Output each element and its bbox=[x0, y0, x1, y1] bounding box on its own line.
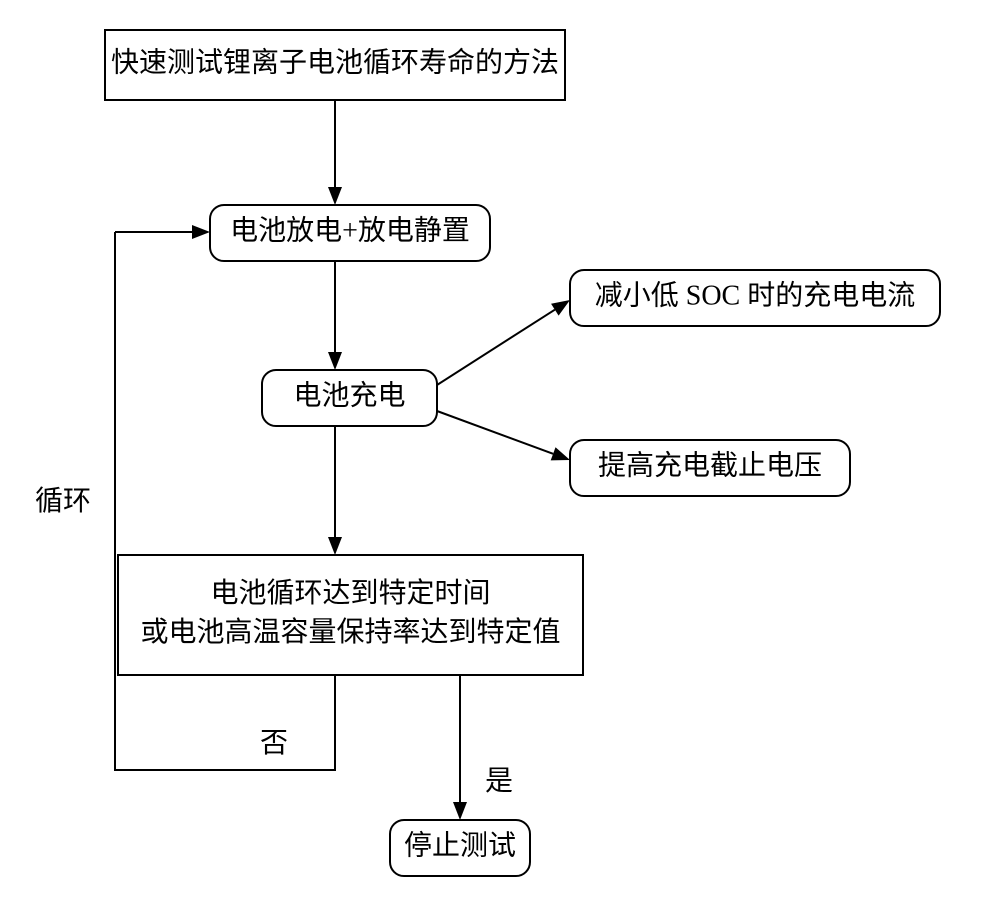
label-loop: 循环 bbox=[35, 485, 91, 517]
node-decision: 电池循环达到特定时间或电池高温容量保持率达到特定值 bbox=[118, 555, 583, 675]
node-text-title-0: 快速测试锂离子电池循环寿命的方法 bbox=[111, 46, 559, 78]
node-text-charge-0: 电池充电 bbox=[293, 379, 405, 411]
arrowhead bbox=[328, 187, 342, 205]
arrowhead bbox=[328, 537, 342, 555]
node-text-decision-1: 或电池高温容量保持率达到特定值 bbox=[140, 616, 560, 648]
node-stop: 停止测试 bbox=[390, 820, 530, 876]
node-text-sideB-0: 提高充电截止电压 bbox=[598, 449, 822, 481]
arrowhead bbox=[551, 300, 570, 316]
edge-5 bbox=[437, 411, 553, 454]
arrowhead bbox=[192, 225, 210, 239]
arrowhead bbox=[453, 802, 467, 820]
label-no: 否 bbox=[260, 728, 288, 759]
arrowhead bbox=[328, 352, 342, 370]
node-sideA: 减小低 SOC 时的充电电流 bbox=[570, 270, 940, 326]
node-discharge: 电池放电+放电静置 bbox=[210, 205, 490, 261]
node-title: 快速测试锂离子电池循环寿命的方法 bbox=[105, 30, 565, 100]
node-text-discharge-0: 电池放电+放电静置 bbox=[230, 214, 470, 246]
edge-7 bbox=[115, 232, 335, 770]
node-text-stop-0: 停止测试 bbox=[404, 829, 516, 861]
edge-4 bbox=[437, 310, 555, 385]
arrowhead bbox=[551, 447, 570, 460]
node-rect-decision bbox=[118, 555, 583, 675]
node-charge: 电池充电 bbox=[262, 370, 437, 426]
node-text-decision-0: 电池循环达到特定时间 bbox=[210, 577, 490, 609]
node-sideB: 提高充电截止电压 bbox=[570, 440, 850, 496]
label-yes: 是 bbox=[485, 766, 513, 797]
node-text-sideA-0: 减小低 SOC 时的充电电流 bbox=[595, 279, 915, 311]
